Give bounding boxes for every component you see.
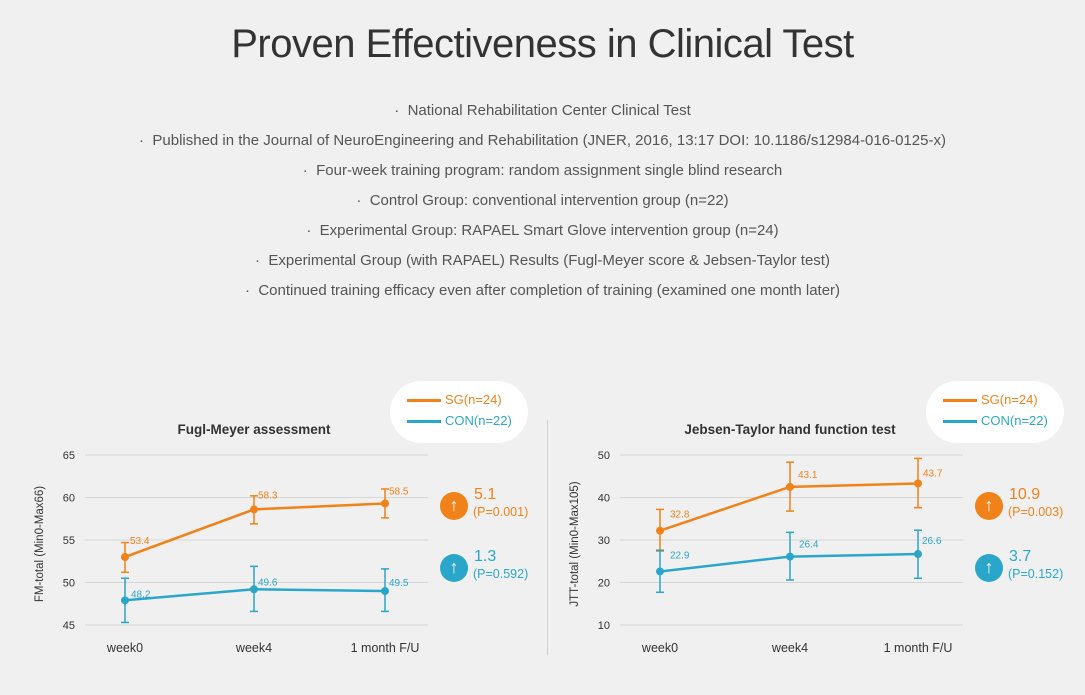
y-tick-label: 50 — [598, 450, 610, 462]
y-tick-label: 40 — [598, 493, 610, 505]
chart-title: Jebsen-Taylor hand function test — [684, 422, 896, 437]
result-p-value: (P=0.001) — [473, 505, 529, 519]
data-label: 43.7 — [923, 468, 943, 479]
chart-title: Fugl-Meyer assessment — [177, 422, 331, 437]
data-point — [121, 553, 129, 561]
result-value: 10.9 — [1009, 486, 1041, 503]
page-title: Proven Effectiveness in Clinical Test — [231, 22, 854, 66]
result-value: 5.1 — [474, 486, 497, 503]
list-item: Published in the Journal of NeuroEnginee… — [0, 128, 1085, 158]
data-point — [250, 505, 258, 514]
list-item: Four-week training program: random assig… — [0, 158, 1085, 188]
sg-legend-swatch — [943, 399, 977, 403]
list-item: Control Group: conventional intervention… — [0, 188, 1085, 218]
result-value: 3.7 — [1009, 548, 1032, 565]
con-legend-swatch — [943, 420, 977, 424]
data-label: 48.2 — [131, 589, 151, 600]
data-label: 58.5 — [389, 486, 409, 497]
data-point — [656, 526, 664, 535]
y-tick-label: 55 — [63, 535, 75, 547]
jtt-legend: SG(n=24) CON(n=22) — [926, 381, 1064, 443]
arrow-up-icon: ↑ — [440, 554, 468, 582]
list-item: Continued training efficacy even after c… — [0, 278, 1085, 308]
result-p-value: (P=0.152) — [1008, 567, 1064, 581]
x-tick-label: week0 — [106, 641, 143, 655]
result-value: 1.3 — [474, 548, 497, 565]
y-tick-label: 60 — [63, 493, 75, 505]
data-label: 26.6 — [922, 536, 942, 547]
list-item: National Rehabilitation Center Clinical … — [0, 98, 1085, 128]
result-p-value: (P=0.003) — [1008, 505, 1064, 519]
legend-label-sg: SG(n=24) — [445, 392, 502, 407]
x-tick-label: 1 month F/U — [884, 641, 953, 655]
data-label: 49.5 — [389, 578, 409, 589]
data-label: 22.9 — [670, 550, 690, 561]
x-tick-label: week4 — [235, 641, 272, 655]
y-tick-label: 45 — [63, 620, 75, 632]
y-tick-label: 50 — [63, 578, 75, 590]
data-point — [914, 479, 922, 488]
data-point — [250, 585, 258, 594]
x-tick-label: 1 month F/U — [351, 641, 420, 655]
data-point — [786, 482, 794, 491]
y-tick-label: 20 — [598, 578, 610, 590]
data-point — [656, 567, 664, 576]
data-label: 26.4 — [799, 540, 819, 551]
legend-label-con: CON(n=22) — [981, 413, 1048, 428]
legend-label-con: CON(n=22) — [445, 413, 512, 428]
x-tick-label: week0 — [641, 641, 678, 655]
result-p-value: (P=0.592) — [473, 567, 529, 581]
y-tick-label: 65 — [63, 450, 75, 462]
data-label: 43.1 — [798, 470, 818, 481]
study-details-list: National Rehabilitation Center Clinical … — [0, 98, 1085, 308]
y-tick-label: 10 — [598, 620, 610, 632]
data-label: 32.8 — [670, 510, 690, 521]
legend-label-sg: SG(n=24) — [981, 392, 1038, 407]
arrow-up-icon: ↑ — [975, 554, 1003, 582]
data-label: 49.6 — [258, 577, 278, 588]
con-legend-swatch — [407, 420, 441, 424]
data-point — [381, 499, 389, 508]
y-axis-label: FM-total (Min0-Max66) — [34, 486, 46, 602]
list-item: Experimental Group (with RAPAEL) Results… — [0, 248, 1085, 278]
sg-legend-swatch — [407, 399, 441, 403]
chart-divider — [547, 420, 548, 655]
data-point — [121, 596, 129, 605]
y-axis-label: JTT-total (Min0-Max105) — [569, 481, 581, 606]
arrow-up-icon: ↑ — [440, 492, 468, 520]
data-point — [786, 552, 794, 561]
data-label: 58.3 — [258, 490, 278, 501]
data-point — [914, 550, 922, 559]
x-tick-label: week4 — [771, 641, 808, 655]
data-point — [381, 587, 389, 595]
arrow-up-icon: ↑ — [975, 492, 1003, 520]
list-item: Experimental Group: RAPAEL Smart Glove i… — [0, 218, 1085, 248]
y-tick-label: 30 — [598, 535, 610, 547]
fm-legend: SG(n=24) CON(n=22) — [390, 381, 528, 443]
data-label: 53.4 — [130, 536, 150, 547]
